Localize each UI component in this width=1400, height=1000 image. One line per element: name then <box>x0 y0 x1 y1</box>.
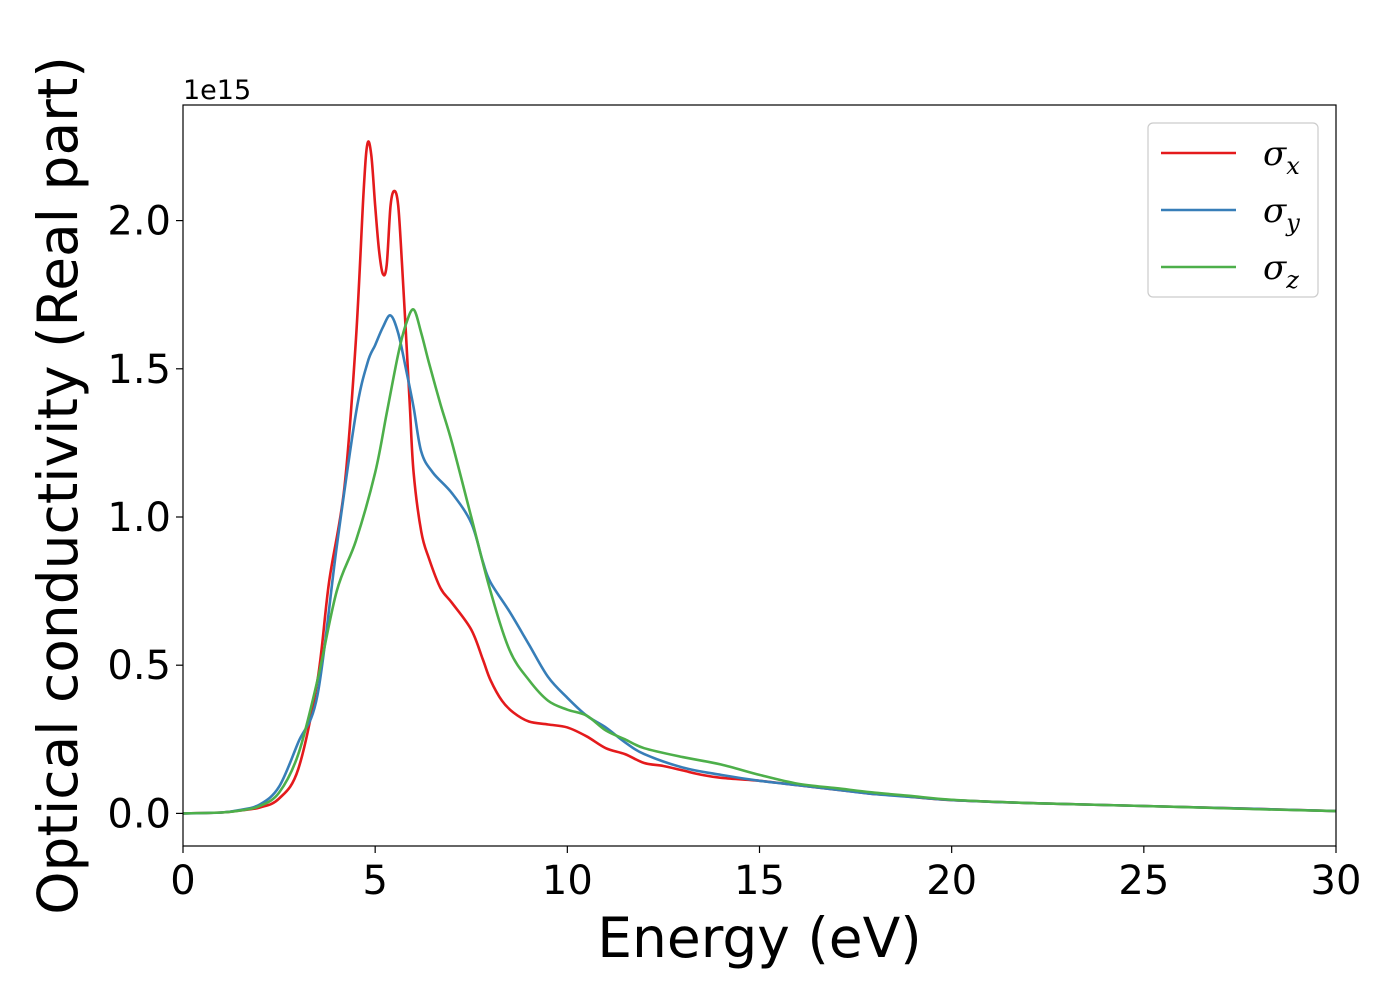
legend-label-z: σz <box>1263 248 1299 294</box>
y-tick-label: 2.0 <box>107 199 171 245</box>
series-line-z <box>183 308 1336 815</box>
x-axis-ticks: 0 5 10 15 20 25 30 <box>170 846 1361 904</box>
x-tick-label: 30 <box>1311 858 1362 904</box>
x-tick-label: 0 <box>170 858 195 904</box>
y-tick-label: 1.5 <box>107 347 171 393</box>
y-tick-label: 0.5 <box>107 643 171 689</box>
x-axis-title: Energy (eV) <box>597 906 921 970</box>
legend-label-x: σx <box>1263 134 1300 180</box>
x-tick-label: 15 <box>734 858 785 904</box>
y-axis-ticks: 0.0 0.5 1.0 1.5 2.0 <box>107 199 183 837</box>
series-line-y <box>183 314 1336 815</box>
y-tick-label: 1.0 <box>107 495 171 541</box>
legend: σx σy σz <box>1147 122 1319 298</box>
x-tick-label: 25 <box>1118 858 1169 904</box>
y-axis-title: Optical conductivity (Real part) <box>26 56 90 915</box>
y-offset-label: 1e15 <box>183 75 251 106</box>
series-layer <box>183 140 1336 815</box>
legend-label-y: σy <box>1263 191 1300 237</box>
y-tick-label: 0.0 <box>107 791 171 837</box>
x-tick-label: 20 <box>926 858 977 904</box>
x-tick-label: 5 <box>362 858 387 904</box>
x-tick-label: 10 <box>542 858 593 904</box>
